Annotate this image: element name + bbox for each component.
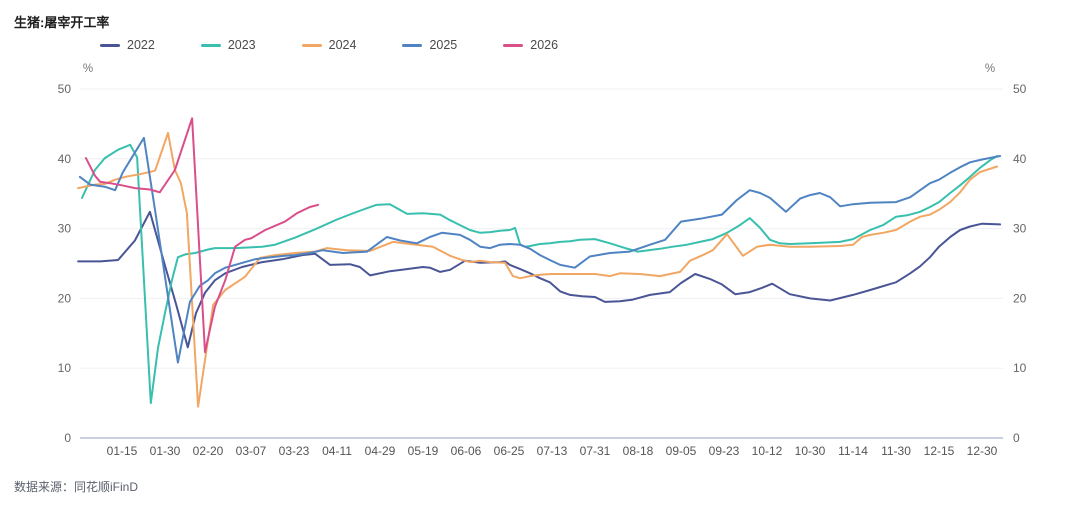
y-tick-label-right-50: 50 — [1013, 82, 1027, 96]
x-tick-label-08-18: 08-18 — [623, 444, 654, 458]
y-tick-label-left-40: 40 — [58, 152, 72, 166]
x-tick-label-03-07: 03-07 — [236, 444, 267, 458]
series-line-2025[interactable] — [78, 136, 1002, 364]
legend-item-2026[interactable]: 2026 — [503, 38, 558, 52]
y-tick-label-left-0: 0 — [64, 431, 71, 445]
y-tick-label-right-20: 20 — [1013, 291, 1027, 305]
y-tick-label-right-40: 40 — [1013, 152, 1027, 166]
x-tick-label-09-05: 09-05 — [666, 444, 697, 458]
x-tick-label-07-31: 07-31 — [580, 444, 611, 458]
legend-label-2025: 2025 — [429, 38, 458, 52]
x-tick-label-10-30: 10-30 — [795, 444, 826, 458]
legend-item-2025[interactable]: 2025 — [402, 38, 457, 52]
y-tick-label-right-30: 30 — [1013, 222, 1027, 236]
x-tick-label-02-20: 02-20 — [193, 444, 224, 458]
x-tick-label-09-23: 09-23 — [709, 444, 740, 458]
x-tick-label-11-30: 11-30 — [881, 444, 911, 458]
legend-label-2024: 2024 — [328, 38, 357, 52]
x-tick-label-12-15: 12-15 — [924, 444, 955, 458]
y-axis-unit-left: % — [83, 63, 93, 75]
series-line-2022[interactable] — [77, 210, 1002, 349]
x-tick-label-11-14: 11-14 — [838, 444, 868, 458]
legend-item-2023[interactable]: 2023 — [200, 38, 256, 52]
y-tick-label-left-20: 20 — [58, 291, 72, 305]
y-tick-label-right-10: 10 — [1013, 361, 1027, 375]
x-tick-label-04-29: 04-29 — [365, 444, 396, 458]
series-line-2026[interactable] — [84, 117, 320, 354]
legend-label-2026: 2026 — [530, 38, 559, 52]
legend-swatch-2022 — [100, 43, 120, 47]
y-tick-label-right-0: 0 — [1013, 431, 1020, 445]
legend-swatch-2025 — [402, 43, 423, 47]
y-tick-label-left-50: 50 — [58, 82, 72, 96]
legend-label-2023: 2023 — [227, 38, 256, 52]
y-axis-unit-right: % — [985, 63, 995, 75]
y-tick-label-left-30: 30 — [58, 222, 72, 236]
legend-item-2024[interactable]: 2024 — [301, 38, 357, 52]
legend-swatch-2026 — [503, 43, 524, 47]
x-tick-label-06-06: 06-06 — [451, 444, 482, 458]
legend-swatch-2023 — [200, 43, 221, 47]
x-tick-label-05-19: 05-19 — [408, 444, 439, 458]
legend-label-2022: 2022 — [127, 38, 155, 52]
x-tick-label-06-25: 06-25 — [494, 444, 525, 458]
x-tick-label-12-30: 12-30 — [967, 444, 998, 458]
legend-swatch-2024 — [301, 43, 322, 47]
x-tick-label-07-13: 07-13 — [537, 444, 568, 458]
series-line-2024[interactable] — [77, 132, 999, 408]
x-tick-label-03-23: 03-23 — [279, 444, 310, 458]
chart-title: 生猪:屠宰开工率 — [14, 15, 110, 30]
x-tick-label-01-15: 01-15 — [107, 444, 138, 458]
x-tick-label-01-30: 01-30 — [150, 444, 181, 458]
x-tick-label-10-12: 10-12 — [752, 444, 783, 458]
legend-item-2022[interactable]: 2022 — [100, 38, 155, 52]
legend: 2022 2023 2024 2025 2026 — [100, 38, 604, 52]
y-tick-label-left-10: 10 — [58, 361, 72, 375]
x-tick-label-04-11: 04-11 — [322, 444, 352, 458]
data-source-note: 数据来源：同花顺iFinD — [14, 480, 139, 494]
